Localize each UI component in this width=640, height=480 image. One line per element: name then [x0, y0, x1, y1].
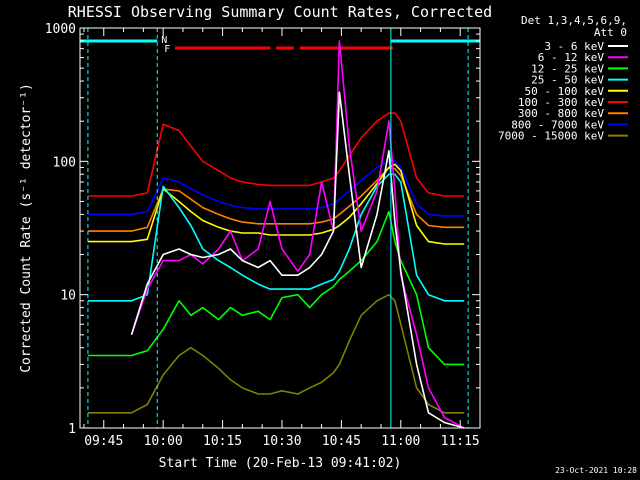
y-tick-label: 1000: [45, 22, 76, 37]
night-flare-flags: NF: [80, 35, 480, 55]
y-axis-label: Corrected Count Rate (s⁻¹ detector⁻¹): [19, 83, 34, 373]
y-tick-label: 10: [60, 289, 76, 304]
y-tick-label: 1: [68, 422, 76, 437]
x-axis-label: Start Time (20-Feb-13 09:41:02): [159, 456, 402, 471]
legend-label: 300 - 800 keV: [518, 107, 604, 120]
legend-label: 3 - 6 keV: [544, 40, 604, 53]
x-tick-label: 10:45: [322, 434, 361, 449]
legend-label: 12 - 25 keV: [531, 62, 604, 75]
series-line-1: [130, 40, 465, 429]
y-tick-label: 100: [53, 155, 76, 170]
series-line-5: [87, 112, 465, 197]
legend-header-line: Att 0: [594, 26, 627, 39]
legend-label: 50 - 100 keV: [525, 85, 605, 98]
series-line-2: [87, 210, 465, 366]
legend-label: 100 - 300 keV: [518, 96, 604, 109]
flare-flag-label: F: [164, 44, 170, 55]
x-tick-label: 10:30: [262, 434, 301, 449]
axes-ticks: 1 10 100 1000 09:45 10:00 10:15 10:30 10:45 11:00…: [45, 22, 480, 449]
x-tick-label: 10:15: [203, 434, 242, 449]
series-line-4: [87, 163, 465, 245]
x-tick-label: 10:00: [144, 434, 183, 449]
series-line-7: [87, 160, 465, 217]
series-line-8: [87, 293, 465, 414]
footer-date: 23-Oct-2021 10:28: [555, 466, 637, 475]
night-flag-label: N: [161, 35, 167, 46]
chart-title: RHESSI Observing Summary Count Rates, Co…: [68, 3, 492, 21]
x-tick-label: 09:45: [84, 434, 123, 449]
x-tick-label: 11:15: [441, 434, 480, 449]
series-line-3: [87, 173, 465, 302]
series-layer: [87, 40, 465, 429]
x-tick-label: 11:00: [381, 434, 420, 449]
legend-label: 25 - 50 keV: [531, 74, 604, 87]
legend-label: 800 - 7000 keV: [511, 118, 604, 131]
series-line-6: [87, 166, 465, 232]
series-line-0: [130, 91, 465, 429]
plot-frame: [79, 27, 481, 429]
vertical-markers: [87, 28, 469, 428]
legend-header-line: Det 1,3,4,5,6,9,: [521, 14, 627, 27]
legend-label: 6 - 12 keV: [538, 51, 605, 64]
legend-label: 7000 - 15000 keV: [498, 130, 604, 143]
